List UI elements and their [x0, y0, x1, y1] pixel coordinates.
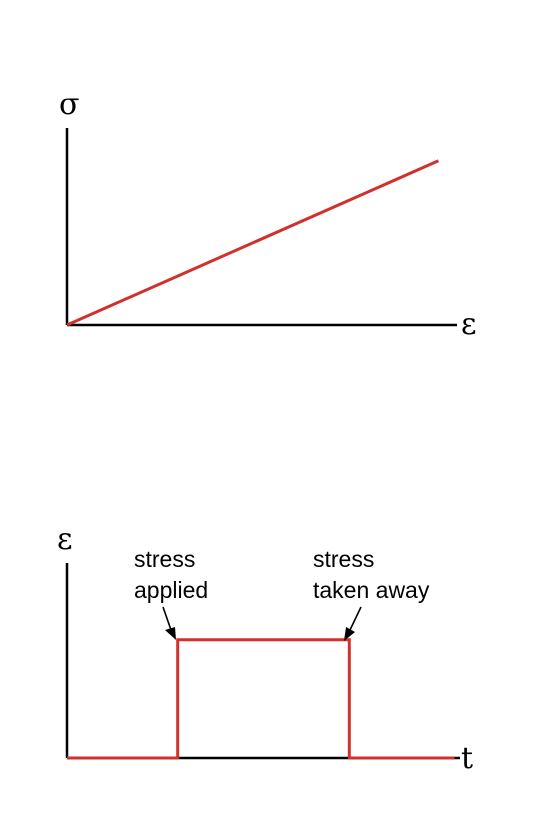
t-axis-label: t — [461, 741, 473, 776]
stress-strain-line — [66, 159, 440, 327]
stress-strain-chart: σ ε — [59, 87, 477, 342]
stress-removed-arrow — [344, 606, 362, 641]
stress-applied-annotation-line1: stress — [134, 546, 195, 572]
stress-removed-annotation-line1: stress — [313, 546, 374, 572]
epsilon-y-axis-label: ε — [57, 522, 73, 557]
strain-time-chart: ε t stress applied stress taken away — [57, 522, 473, 776]
stress-applied-arrow — [162, 606, 176, 640]
epsilon-x-axis-label: ε — [461, 307, 477, 342]
stress-removed-annotation-line2: taken away — [313, 577, 430, 603]
sigma-axis-label: σ — [59, 87, 79, 122]
stress-applied-annotation-line2: applied — [134, 577, 208, 603]
strain-time-step-line — [67, 638, 455, 760]
